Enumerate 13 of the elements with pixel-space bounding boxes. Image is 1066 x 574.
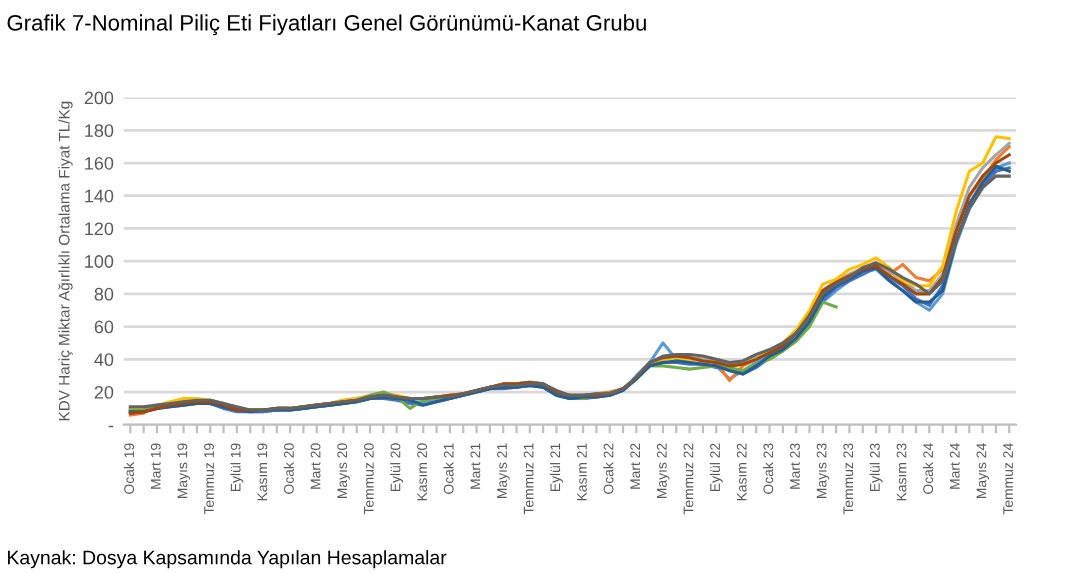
y-tick-label: 140	[85, 189, 114, 203]
text: Kaynak: Dosya Kapsamında Yapılan Hesaplamalar	[7, 550, 447, 569]
y-tick-label: 80	[94, 287, 114, 301]
y-tick-label: 160	[85, 156, 114, 170]
y-tick-label: 60	[94, 320, 114, 334]
y-tick-label: 20	[94, 385, 114, 399]
y-tick-label: -	[108, 425, 114, 428]
y-tick-label: 40	[94, 353, 114, 367]
y-tick-label: 180	[85, 124, 114, 138]
y-tick-label: 100	[85, 255, 114, 268]
chart-title: Grafik 7-Nominal Piliç Eti Fiyatları Genel Görünümü-Kanat Grubu	[7, 14, 646, 36]
y-tick-label: 200	[84, 91, 114, 105]
y-tick-label: 120	[85, 222, 114, 236]
